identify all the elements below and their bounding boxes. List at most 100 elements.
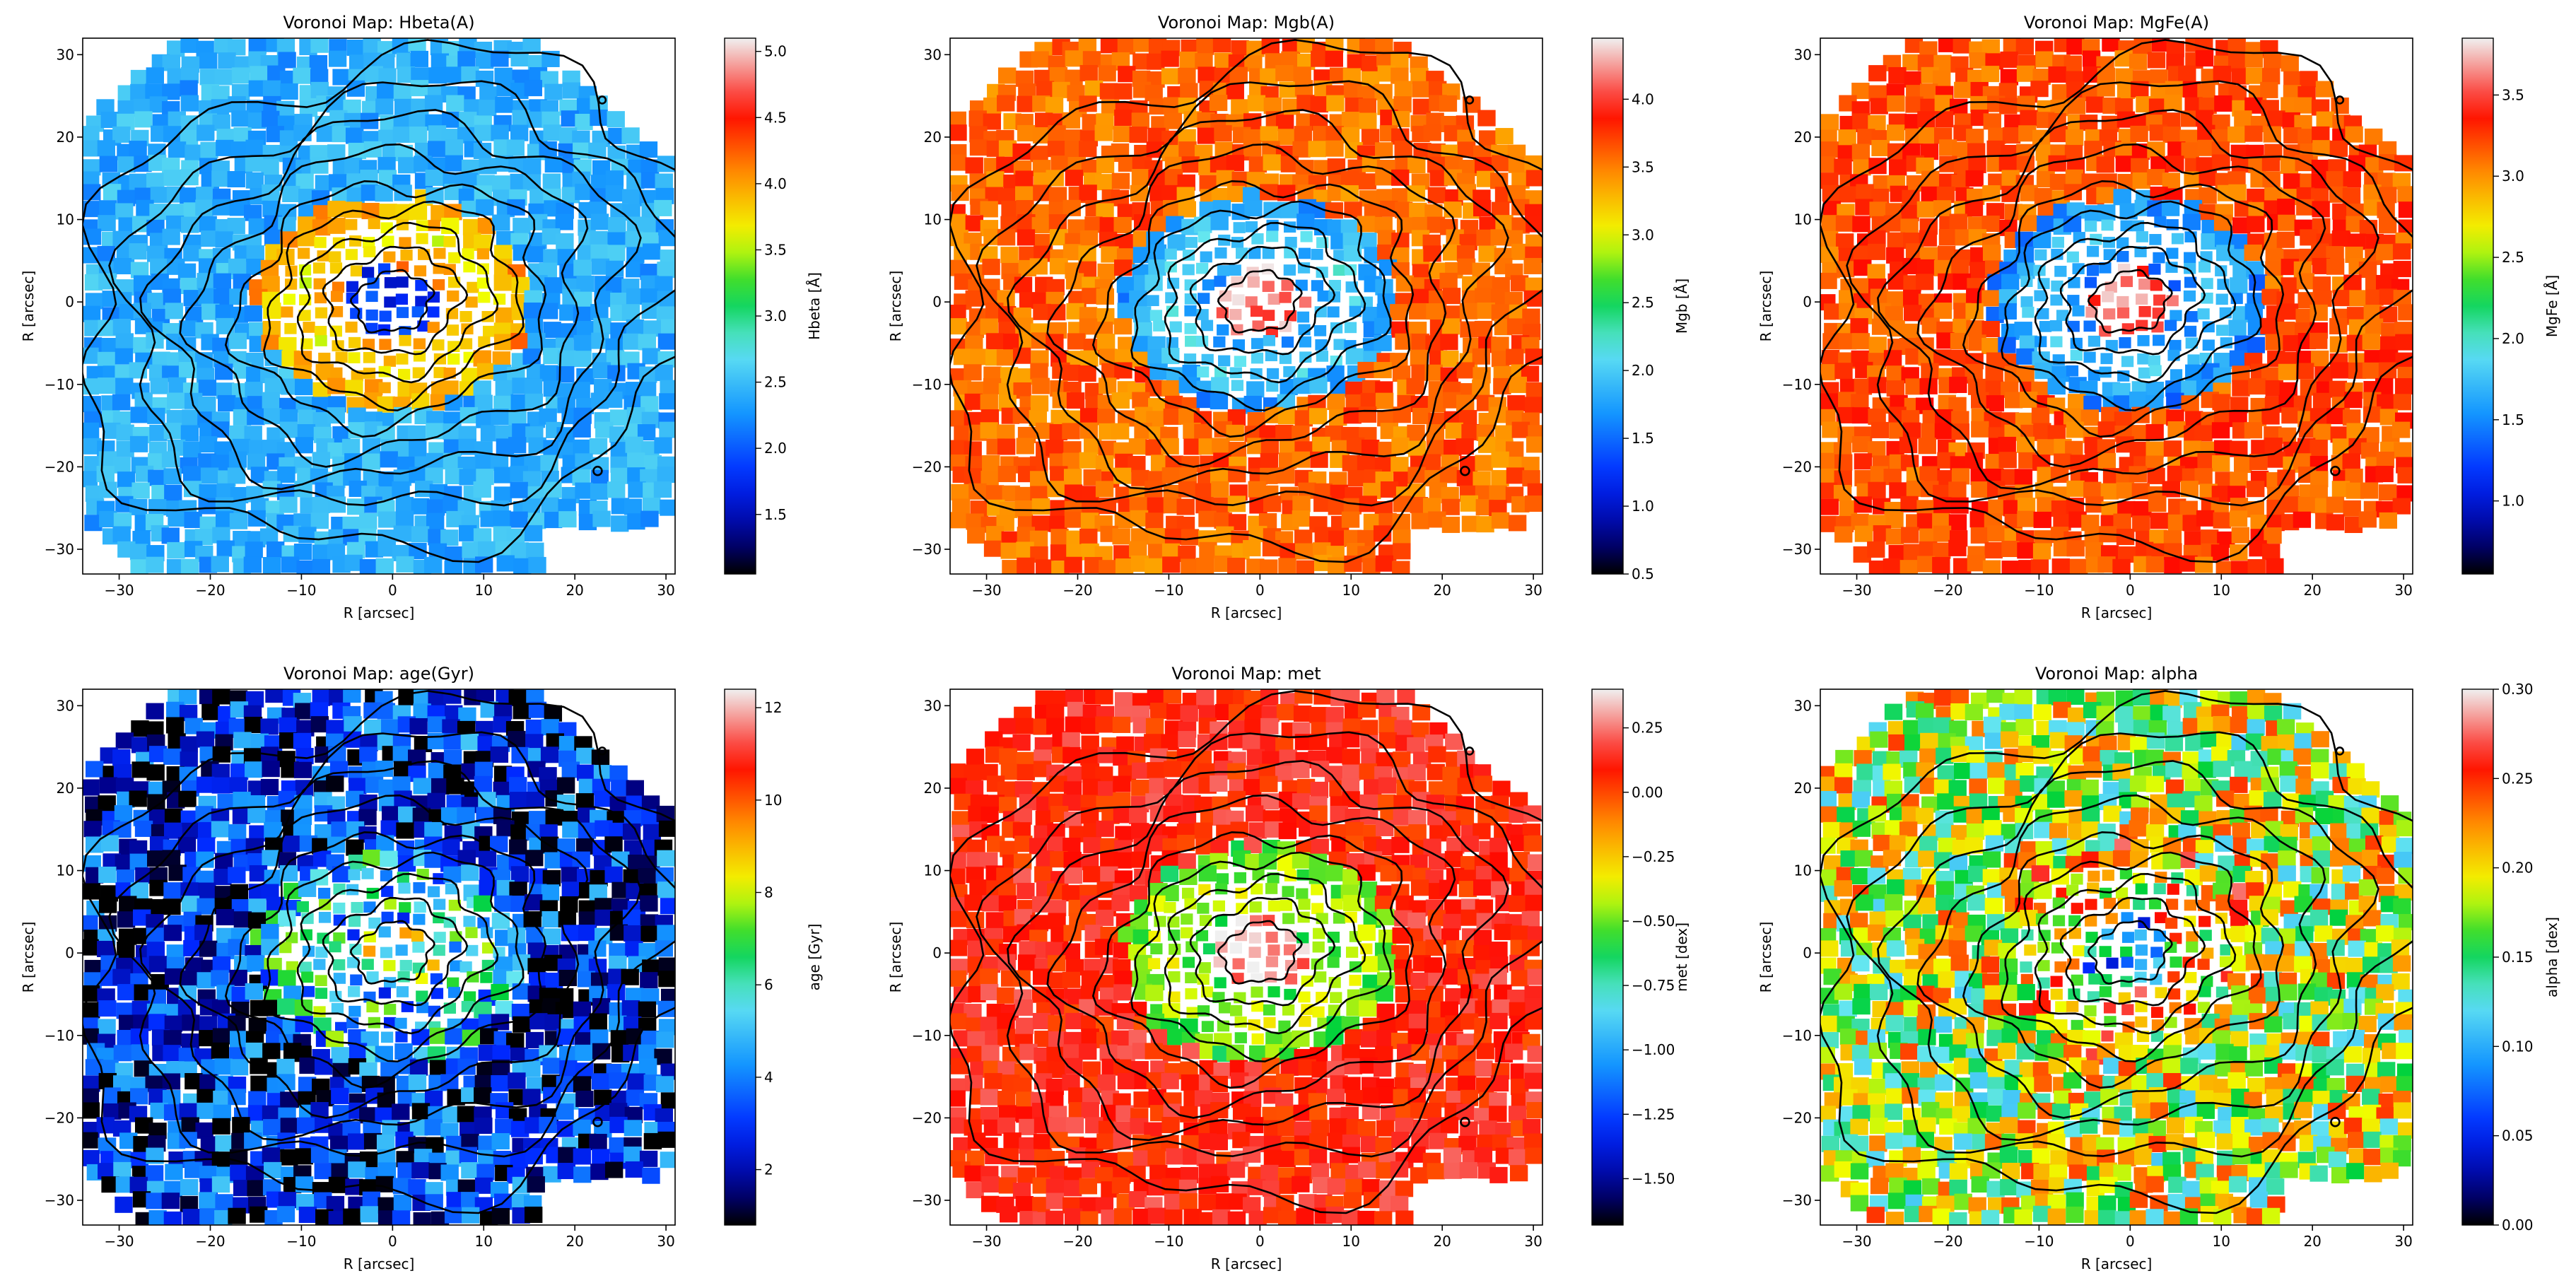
contour-line: [1217, 920, 1303, 985]
y-tick-label: −20: [1782, 458, 1812, 475]
y-tick-label: −20: [45, 1109, 74, 1126]
contours: [1820, 39, 2413, 563]
x-axis-label: R [arcsec]: [2081, 1255, 2153, 1272]
contour-line: [349, 920, 435, 985]
y-tick-label: 20: [57, 780, 74, 797]
contour-line: [2035, 221, 2237, 384]
colorbar-tick-label: 0.15: [2502, 949, 2534, 966]
contours: [1820, 690, 2413, 1214]
x-tick-label: 10: [475, 1233, 493, 1250]
x-tick-label: 10: [1342, 582, 1360, 599]
colorbar-tick-label: 1.5: [1632, 430, 1654, 447]
y-axis-label: R [arcsec]: [887, 271, 904, 342]
y-tick-label: −30: [45, 1192, 74, 1209]
contour-line: [976, 731, 1542, 1158]
contour-line: [1217, 269, 1303, 334]
x-axis-label: R [arcsec]: [344, 604, 415, 621]
voronoi-map: [1820, 689, 2413, 1225]
contour-line: [1916, 794, 2326, 1119]
x-tick-label: 10: [1342, 1233, 1360, 1250]
contour-line: [976, 80, 1542, 507]
colorbar-tick-label: 0.05: [2502, 1127, 2534, 1144]
colorbar: [2461, 689, 2494, 1226]
contour-line: [322, 245, 469, 356]
colorbar-tick-label: 4: [764, 1069, 773, 1086]
colorbar-label: alpha [dex]: [2543, 917, 2560, 997]
colorbar-tick-label: 0.30: [2502, 681, 2534, 698]
contour-source: [2335, 95, 2345, 105]
y-tick-label: 0: [65, 944, 74, 961]
x-tick-label: 0: [388, 582, 397, 599]
colorbar-tick-label: −0.50: [1632, 913, 1675, 930]
y-axis-label: R [arcsec]: [1757, 922, 1774, 993]
colorbar-tick-label: 1.5: [2502, 411, 2524, 428]
y-tick-label: 0: [65, 293, 74, 310]
contour-line: [1046, 143, 1456, 468]
colorbar-label: Mgb [Å]: [1673, 279, 1690, 334]
y-tick-label: −30: [1782, 1192, 1812, 1209]
chart-title: Voronoi Map: Hbeta(A): [283, 13, 474, 33]
y-tick-label: 30: [924, 46, 942, 63]
colorbar-tick-label: −1.50: [1632, 1170, 1675, 1187]
chart-title: Voronoi Map: age(Gyr): [283, 664, 474, 684]
x-tick-label: −30: [971, 1233, 1001, 1250]
colorbar-tick-label: 12: [764, 699, 782, 716]
contour-line: [1820, 39, 2413, 563]
contour-line: [2087, 269, 2173, 334]
x-tick-label: 30: [1524, 582, 1542, 599]
y-axis-label: R [arcsec]: [20, 271, 37, 342]
contour-line: [297, 221, 499, 384]
contour-line: [108, 731, 675, 1158]
x-axis-label: R [arcsec]: [2081, 604, 2153, 621]
y-tick-label: 20: [1794, 129, 1812, 146]
x-tick-label: 0: [388, 1233, 397, 1250]
contour-line: [1164, 872, 1366, 1035]
colorbar-tick-label: 10: [764, 792, 782, 809]
contour-source: [2330, 1116, 2341, 1127]
colorbar-tick-label: 3.5: [1632, 158, 1654, 175]
contours: [950, 39, 1542, 563]
colorbar-tick-label: 3.0: [1632, 226, 1654, 243]
colorbar-tick-label: 2.0: [764, 440, 787, 457]
chart-title: Voronoi Map: MgFe(A): [2024, 13, 2209, 33]
colorbar-label: Hbeta [Å]: [806, 272, 823, 340]
colorbar-label: MgFe [Å]: [2543, 275, 2560, 337]
panel-1: −30 −20 −10 0 10 20 30 30 20 10 0 −10 −20 −30 Voronoi …: [20, 13, 823, 621]
panel-6: −30 −20 −10 0 10 20 30 30 20 10 0 −10 −20 −30 Voronoi …: [1757, 664, 2560, 1272]
colorbar-tick-label: 2.5: [2502, 249, 2524, 266]
colorbar-tick-label: −1.25: [1632, 1106, 1675, 1123]
colorbar-tick-label: 2.0: [1632, 362, 1654, 379]
colorbar: [724, 689, 756, 1226]
x-tick-label: 20: [1433, 582, 1451, 599]
contour-line: [1877, 760, 2379, 1142]
x-tick-label: −10: [286, 582, 316, 599]
y-tick-label: 30: [1794, 46, 1812, 63]
y-tick-label: 10: [57, 862, 74, 879]
contour-line: [1962, 180, 2285, 438]
y-tick-label: 10: [924, 862, 942, 879]
axes-frame: [949, 689, 1543, 1226]
x-tick-label: −20: [1062, 1233, 1092, 1250]
contour-source: [592, 465, 603, 476]
contour-line: [1189, 245, 1336, 356]
y-tick-label: −10: [1782, 1027, 1812, 1044]
contour-line: [1007, 760, 1509, 1142]
colorbar-tick-label: 2.0: [2502, 330, 2524, 347]
x-tick-label: 0: [1255, 582, 1265, 599]
contour-line: [1916, 143, 2326, 468]
y-tick-label: −20: [912, 458, 942, 475]
contour-line: [1091, 180, 1415, 438]
y-axis-label: R [arcsec]: [1757, 271, 1774, 342]
y-tick-label: 0: [932, 293, 942, 310]
chart-title: Voronoi Map: met: [1171, 664, 1321, 684]
contour-line: [2059, 245, 2206, 356]
colorbar-tick-label: 0.25: [1632, 720, 1663, 737]
colorbar-tick-label: 0.25: [2502, 770, 2534, 787]
colorbar-tick-label: 4.0: [1632, 90, 1654, 107]
y-tick-label: −30: [1782, 541, 1812, 558]
y-tick-label: −10: [45, 1027, 74, 1044]
y-tick-label: 10: [57, 211, 74, 228]
voronoi-map: [950, 38, 1542, 574]
contour-line: [950, 690, 1542, 1214]
